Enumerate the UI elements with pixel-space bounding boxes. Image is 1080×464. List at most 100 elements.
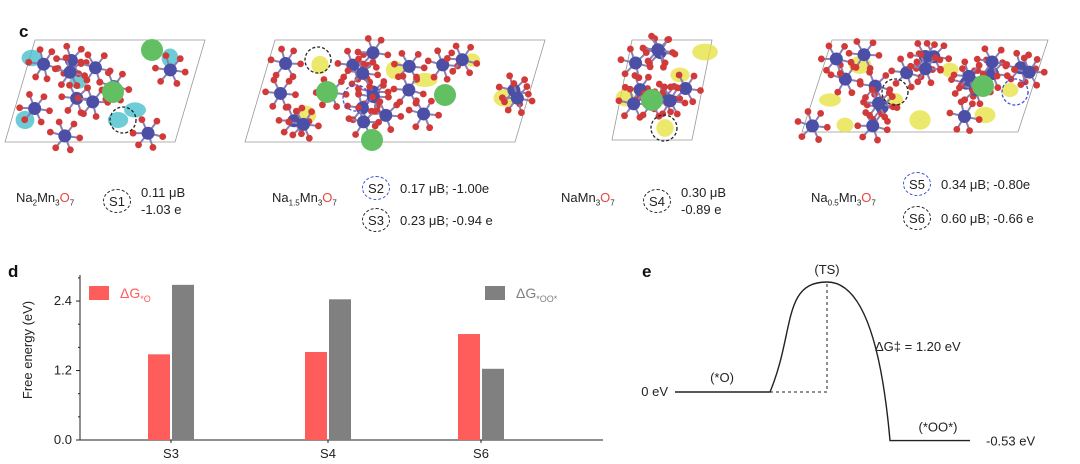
- oxygen-atom: [524, 90, 532, 98]
- oxygen-atom: [405, 106, 413, 114]
- x-tick-label: S4: [320, 446, 336, 461]
- oxygen-atom: [847, 58, 855, 66]
- formula-na05mn3o7: Na0.5Mn3O7: [811, 190, 876, 208]
- sodium-atom: [361, 129, 383, 151]
- oxygen-atom: [284, 103, 292, 111]
- manganese-atom: [679, 81, 693, 95]
- oxygen-atom: [64, 107, 72, 114]
- oxygen-atom: [434, 47, 442, 55]
- oxygen-atom: [881, 113, 889, 121]
- oxygen-atom: [636, 113, 644, 121]
- oxygen-atom: [961, 58, 969, 66]
- unit-cell-outline: [611, 39, 713, 141]
- oxygen-atom: [931, 41, 938, 49]
- oxygen-atom: [40, 93, 48, 101]
- manganese-atom: [86, 95, 100, 109]
- oxygen-atom: [697, 87, 704, 94]
- oxygen-atom: [298, 104, 306, 112]
- oxygen-atom: [345, 115, 353, 123]
- oxygen-atom: [52, 144, 60, 152]
- manganese-atom: [510, 91, 524, 105]
- oxygen-atom: [635, 74, 643, 82]
- oxygen-atom: [292, 107, 300, 115]
- oxygen-atom: [384, 51, 392, 59]
- oxygen-atom: [856, 78, 864, 85]
- site-marker-ring: [304, 46, 332, 74]
- oxygen-atom: [957, 98, 965, 106]
- oxygen-atom: [627, 45, 634, 53]
- oxygen-atom: [914, 40, 922, 47]
- oxygen-atom: [798, 133, 806, 141]
- oxygen-atom: [897, 55, 905, 63]
- oxygen-atom: [648, 32, 655, 40]
- crystal-structure: [794, 38, 1049, 144]
- oxygen-atom: [528, 97, 536, 105]
- legend-label-o: ΔG*O: [120, 285, 151, 304]
- manganese-atom: [866, 119, 880, 133]
- oxygen-atom: [285, 118, 293, 126]
- oxygen-atom: [681, 99, 689, 107]
- spin-density-blob: [656, 119, 674, 137]
- manganese-atom: [957, 109, 971, 123]
- formula-na15mn3o7: Na1.5Mn3O7: [272, 190, 337, 208]
- oxygen-atom: [907, 62, 915, 70]
- oxygen-atom: [973, 55, 981, 63]
- oxygen-atom: [337, 78, 345, 85]
- oxygen-atom: [1020, 54, 1028, 62]
- oxygen-atom: [412, 99, 420, 107]
- oxygen-atom: [420, 64, 428, 72]
- oxygen-atom: [84, 84, 92, 92]
- site-s2-values: 0.17 μB; -1.00e: [400, 180, 490, 196]
- oxygen-atom: [390, 85, 398, 93]
- oxygen-atom: [927, 79, 935, 87]
- oxygen-atom: [1017, 81, 1025, 88]
- site-marker-ring: [650, 114, 678, 142]
- site-s1-charge: -1.03 e: [141, 202, 182, 217]
- manganese-atom: [402, 59, 416, 73]
- manganese-atom: [872, 96, 886, 110]
- spin-density-blob: [124, 102, 146, 118]
- oxygen-atom: [92, 113, 100, 120]
- manganese-atom: [651, 43, 665, 57]
- oxygen-atom: [413, 73, 420, 81]
- oxygen-atom: [940, 42, 948, 50]
- oxygen-atom: [997, 46, 1005, 54]
- sodium-atom: [434, 84, 456, 106]
- oxygen-atom: [1040, 68, 1048, 76]
- oxygen-atom: [888, 67, 896, 75]
- manganese-atom: [402, 83, 416, 97]
- oxygen-atom: [427, 97, 435, 105]
- oxygen-atom: [937, 65, 944, 73]
- oxygen-atom: [466, 69, 474, 77]
- oxygen-atom: [372, 63, 380, 71]
- oxygen-atom: [48, 48, 56, 56]
- oxygen-atom: [981, 45, 989, 53]
- bar-delta-g-o: [148, 354, 170, 440]
- oxygen-atom: [70, 120, 78, 128]
- site-s4-moment: 0.30 μB: [681, 185, 727, 200]
- site-s4-charge: -0.89 e: [681, 202, 722, 217]
- site-ring-s5: S5: [903, 172, 931, 196]
- manganese-atom: [663, 94, 677, 108]
- y-tick-label: 2.4: [54, 293, 72, 308]
- manganese-atom: [356, 66, 370, 80]
- oxygen-atom: [393, 101, 401, 109]
- oxygen-atom: [823, 123, 831, 131]
- site-s5-values: 0.34 μB; -0.80e: [941, 176, 1031, 192]
- oxygen-atom: [473, 60, 481, 67]
- oxygen-atom: [270, 76, 278, 84]
- oxygen-atom: [854, 122, 862, 130]
- spin-density-blob: [311, 55, 329, 75]
- oxygen-atom: [278, 45, 285, 53]
- oxygen-atom: [966, 127, 973, 135]
- oxygen-atom: [399, 72, 407, 80]
- oxygen-atom: [994, 84, 1002, 92]
- oxygen-atom: [51, 65, 59, 73]
- unit-cell-outline: [244, 39, 546, 143]
- unit-cell-outline: [801, 39, 1049, 133]
- site-ring-s4: S4: [643, 189, 671, 213]
- oxygen-atom: [892, 79, 900, 87]
- oxygen-atom: [951, 90, 959, 97]
- oxygen-atom: [46, 128, 54, 136]
- crystal-structure: [4, 39, 206, 154]
